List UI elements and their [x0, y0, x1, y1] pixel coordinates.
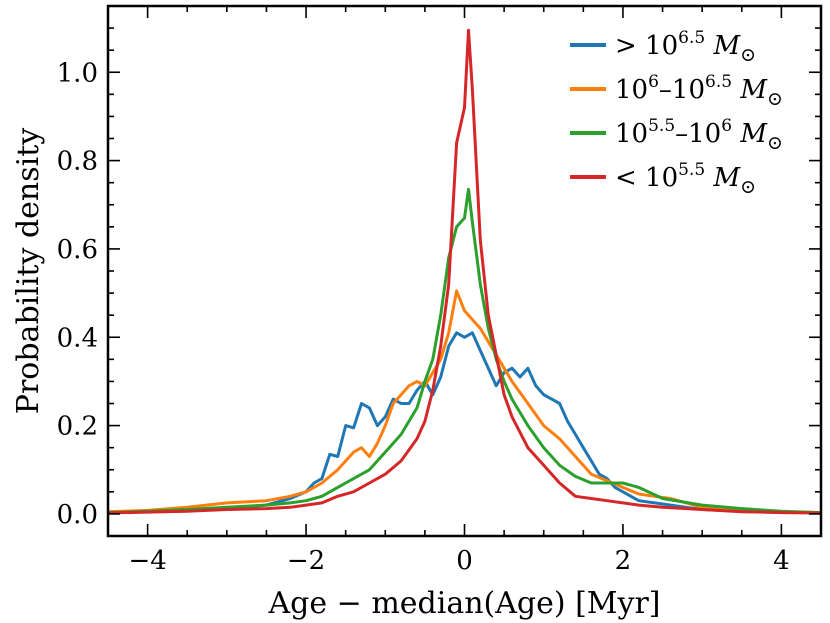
series-line-0 [108, 331, 821, 515]
series-layer [108, 28, 821, 515]
legend-entry-1: 106–106.5 M⊙ [615, 72, 783, 110]
x-tick-label: 0 [456, 546, 473, 576]
series-line-3 [108, 28, 821, 515]
legend-entry-0: > 106.5 M⊙ [615, 28, 756, 66]
y-tick-label: 0.8 [57, 147, 98, 177]
x-tick-label: 4 [773, 546, 790, 576]
x-tick-label: −4 [128, 546, 166, 576]
x-tick-label: 2 [615, 546, 632, 576]
legend: > 106.5 M⊙ 106–106.5 M⊙ 105.5–106 M⊙ < 105.… [570, 28, 783, 198]
y-tick-label: 0.0 [57, 500, 98, 530]
y-tick-label: 1.0 [57, 58, 98, 88]
x-axis-label: Age − median(Age) [Myr] [267, 586, 660, 621]
y-axis-label: Probability density [11, 128, 46, 415]
series-line-2 [108, 187, 821, 515]
legend-entry-2: 105.5–106 M⊙ [615, 116, 783, 154]
ticks-layer: −4 −2 0 2 4 0.0 0.2 0.4 0.6 0.8 1.0 [57, 6, 822, 576]
series-line-1 [108, 289, 821, 515]
legend-entry-3: < 105.5 M⊙ [615, 160, 756, 198]
y-tick-label: 0.2 [57, 412, 98, 442]
y-tick-label: 0.4 [57, 323, 98, 353]
y-tick-label: 0.6 [57, 235, 98, 265]
x-tick-label: −2 [287, 546, 325, 576]
